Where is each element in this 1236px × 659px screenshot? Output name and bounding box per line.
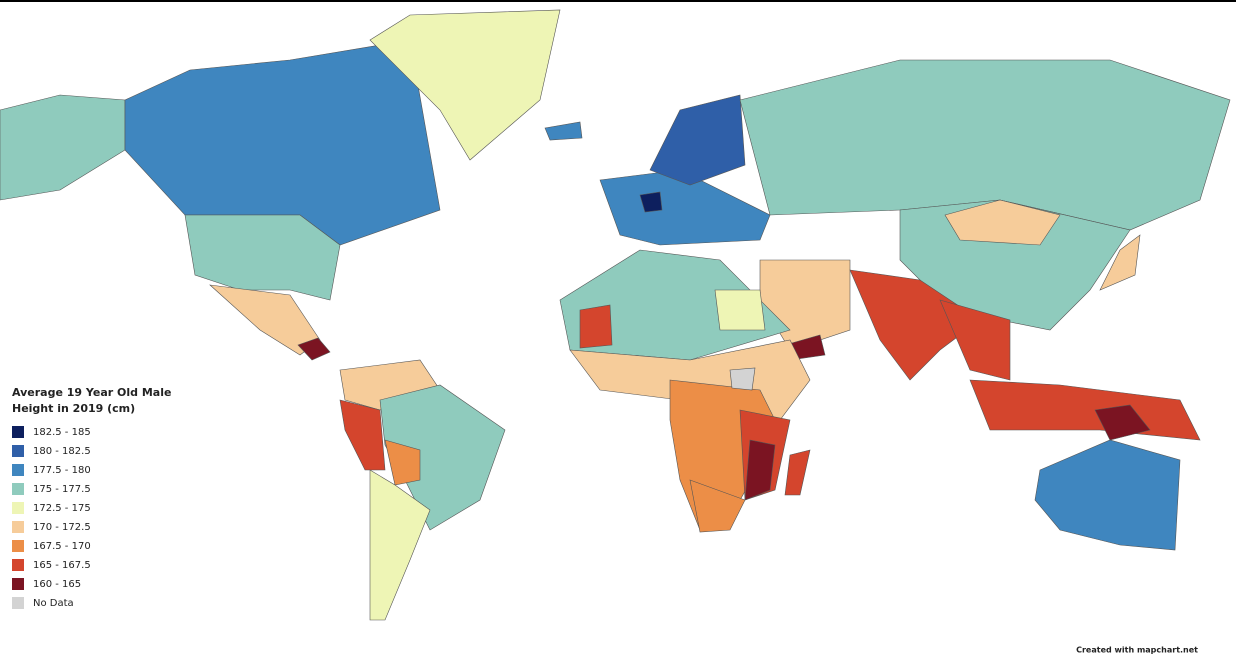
southern-cone [369,469,431,621]
japan [1099,234,1141,291]
top-border [0,0,1236,2]
central-america [297,337,331,361]
legend-swatch [12,445,24,457]
legend-swatch [12,502,24,514]
legend-swatch [12,483,24,495]
somalia [729,367,756,391]
countries [0,9,1231,621]
legend-label: 175 - 177.5 [33,484,91,495]
legend: Average 19 Year Old Male Height in 2019 … [12,386,171,609]
legend-title: Average 19 Year Old Male [12,386,171,399]
legend-swatch [12,426,24,438]
mauritania [579,304,613,349]
netherlands [639,191,663,213]
mongolia [944,199,1061,246]
peru [339,399,386,471]
legend-label: 165 - 167.5 [33,560,91,571]
legend-swatch [12,540,24,552]
legend-swatch [12,464,24,476]
legend-label: 167.5 - 170 [33,541,91,552]
scandinavia [649,94,746,186]
legend-label: 170 - 172.5 [33,522,91,533]
legend-swatch [12,559,24,571]
legend-label: 172.5 - 175 [33,503,91,514]
russia [739,59,1231,231]
legend-label: 177.5 - 180 [33,465,91,476]
legend-label: 182.5 - 185 [33,427,91,438]
bolivia [384,439,421,486]
legend-label: No Data [33,598,74,609]
credit: Created with mapchart.net [1076,646,1198,655]
legend-label: 180 - 182.5 [33,446,91,457]
papua [1094,404,1151,441]
canada [124,39,441,246]
legend-swatch [12,521,24,533]
greenland [369,9,561,161]
australia [1034,439,1181,551]
southern-africa [689,479,746,533]
legend-swatch [12,578,24,590]
southeast-asia [939,299,1011,381]
india [849,269,981,381]
egypt [714,289,766,331]
madagascar [784,449,811,496]
legend-label: 160 - 165 [33,579,81,590]
mozambique [744,439,776,501]
iceland [544,121,583,141]
legend-title: Height in 2019 (cm) [12,402,135,415]
legend-swatch [12,597,24,609]
usa [184,214,341,301]
